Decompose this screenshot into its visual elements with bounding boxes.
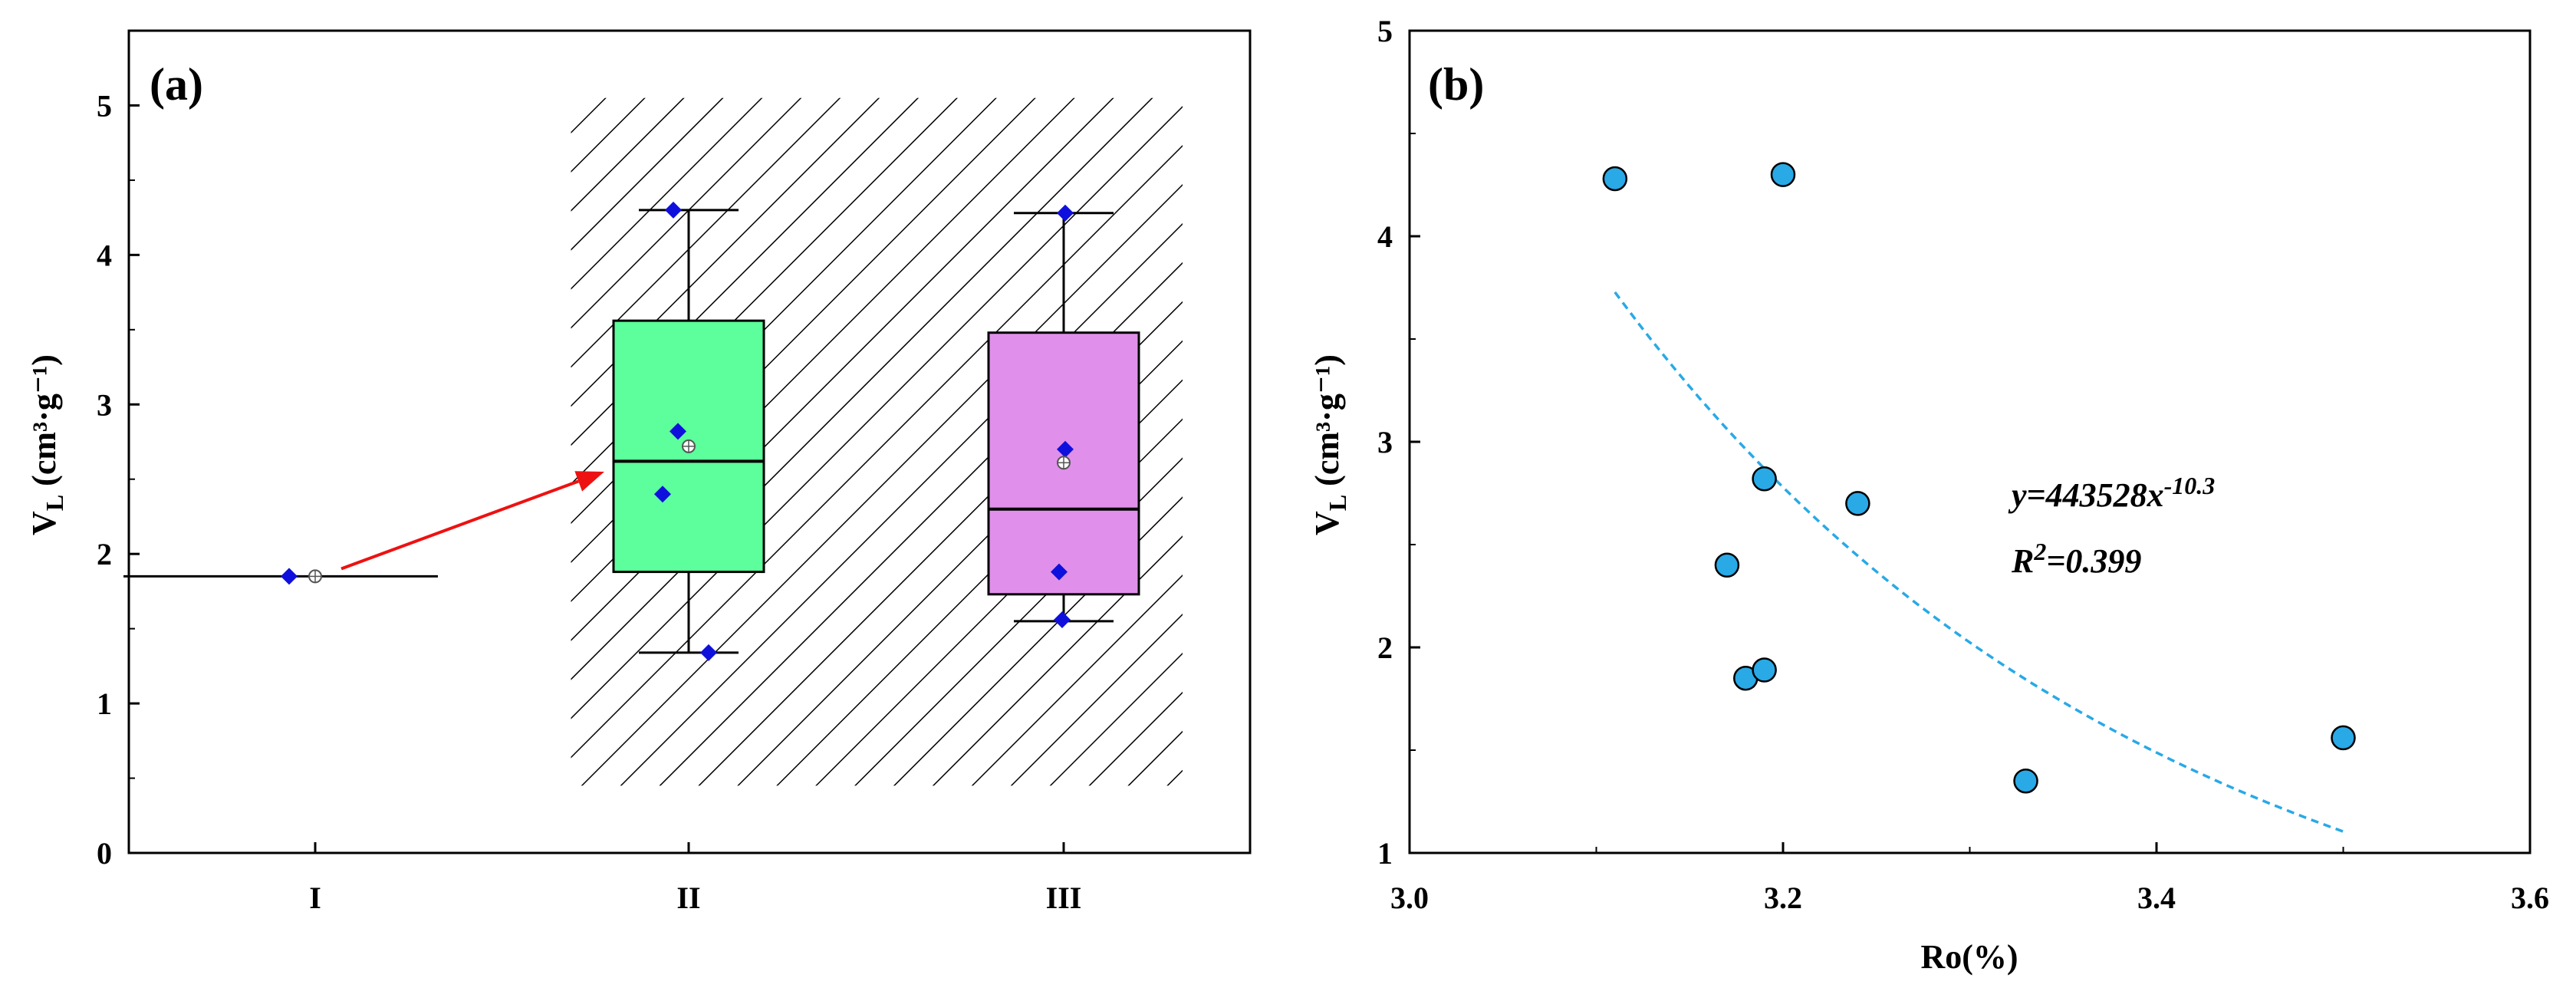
- panel-a-y-tick-label: 3: [97, 387, 112, 422]
- panel-b-label: (b): [1428, 59, 1484, 110]
- panel-b-y-tick-label: 2: [1377, 630, 1393, 665]
- panel-a-x-tick-label: I: [309, 881, 321, 915]
- panel-b-r-squared: R2=0.399: [2011, 538, 2141, 580]
- scatter-point: [1714, 552, 1740, 578]
- panel-b-fit-equation: y=443528x-10.3: [2008, 472, 2215, 514]
- scatter-point: [1845, 491, 1870, 516]
- scatter-point: [1602, 166, 1628, 192]
- panel-a-y-tick-label: 0: [97, 836, 112, 871]
- panel-b-y-tick-label: 4: [1377, 219, 1393, 254]
- box-III-data-point: [1057, 204, 1074, 222]
- panel-b-frame: [1408, 29, 2532, 854]
- box-II-mean-marker: [682, 439, 696, 453]
- panel-b-x-tick-label: 3.2: [1764, 881, 1802, 915]
- scatter-point: [1770, 162, 1796, 187]
- box-I-data-point: [281, 568, 298, 585]
- box-II-data-point: [700, 644, 717, 661]
- panel-a-x-tick-label: II: [676, 881, 700, 915]
- box-III-data-point: [1054, 611, 1071, 628]
- box-I-mean-marker: [308, 569, 322, 584]
- panel-a-y-tick-label: 4: [97, 238, 112, 272]
- panel-b-y-tick-label: 1: [1377, 836, 1393, 871]
- panel-b-x-tick-label: 3.0: [1390, 881, 1429, 915]
- box-II-data-point: [654, 486, 671, 503]
- box-III-data-point: [1051, 563, 1068, 581]
- box-II-data-point: [665, 201, 682, 219]
- panel-a-x-tick-label: III: [1046, 881, 1082, 915]
- scatter-point: [2331, 725, 2356, 751]
- panel-a-y-tick-label: 5: [97, 88, 112, 123]
- panel-a-arrow-head: [574, 471, 604, 492]
- panel-b-x-tick-label: 3.6: [2511, 881, 2549, 915]
- panel-a-label: (a): [150, 59, 203, 110]
- scatter-point: [1752, 657, 1777, 683]
- box-III-data-point: [1057, 440, 1074, 458]
- scatter-point: [2013, 768, 2038, 794]
- panel-b-x-axis-title: Ro(%): [1920, 938, 2018, 976]
- scatter-point: [1752, 466, 1777, 492]
- box-III-mean-marker: [1057, 456, 1071, 470]
- panel-a-y-axis-title: VL (cm³·g⁻¹): [25, 354, 68, 535]
- panel-a-y-tick-label: 1: [97, 686, 112, 721]
- panel-b-y-axis-title: VL (cm³·g⁻¹): [1308, 354, 1351, 535]
- panel-b: 1 2 3 4 5 3.0 3.2 3.4 3.6 (b) VL (cm³·g⁻¹) Ro(%…: [1308, 14, 2549, 976]
- panel-a-y-tick-label: 2: [97, 537, 112, 571]
- panel-b-y-tick-label: 3: [1377, 425, 1393, 459]
- panel-b-y-tick-label: 5: [1377, 14, 1393, 48]
- box-II-data-point: [669, 423, 686, 440]
- panel-a-arrow-shaft: [341, 479, 579, 571]
- panel-b-fit-curve: [1614, 291, 2344, 833]
- panel-b-x-tick-label: 3.4: [2137, 881, 2176, 915]
